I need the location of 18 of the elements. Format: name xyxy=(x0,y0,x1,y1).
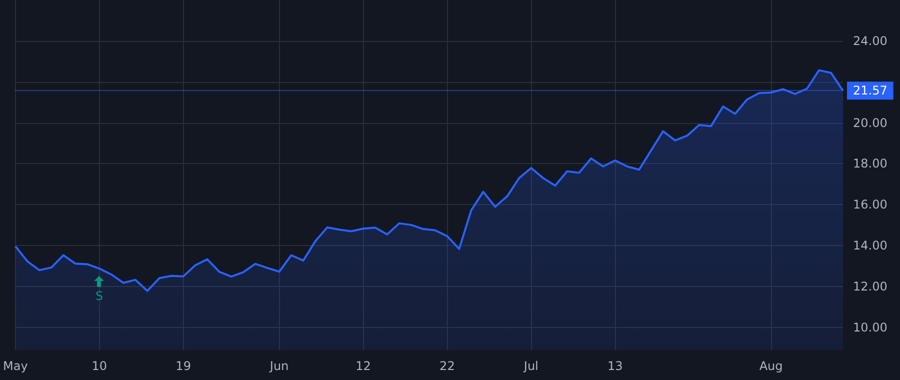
x-tick-label: 13 xyxy=(607,359,623,373)
x-tick-label: Aug xyxy=(759,359,783,373)
y-tick-label: 16.00 xyxy=(853,198,888,212)
annotation: S xyxy=(94,289,104,304)
ref-line-label: 21.57 xyxy=(853,84,888,98)
x-tick-label: 12 xyxy=(356,359,371,373)
x-tick-label: Jun xyxy=(268,359,289,373)
y-tick-label: 10.00 xyxy=(853,320,888,334)
x-tick-label: Jul xyxy=(522,359,538,373)
x-tick-label: 22 xyxy=(440,359,455,373)
y-tick-label: 24.00 xyxy=(853,34,888,48)
x-tick-label: May xyxy=(3,359,28,373)
y-tick-label: 14.00 xyxy=(853,238,888,253)
y-tick-label: 18.00 xyxy=(853,156,888,171)
x-tick-label: 10 xyxy=(92,359,108,373)
y-tick-label: 12.00 xyxy=(853,280,888,294)
y-tick-label: 20.00 xyxy=(853,116,888,130)
x-tick-label: 19 xyxy=(176,359,191,373)
